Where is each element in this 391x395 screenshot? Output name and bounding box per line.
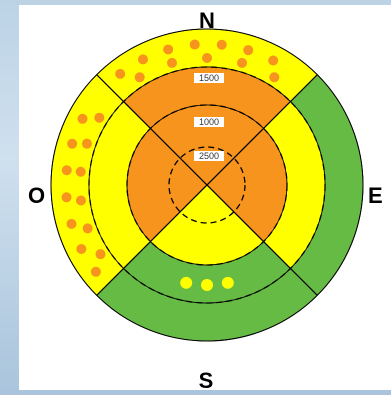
dots-west-dot (61, 192, 72, 203)
dots-north-dot (166, 57, 177, 68)
ring-label-1000: 1000 (194, 117, 224, 127)
dots-south-dot (180, 276, 193, 289)
compass-west-label: O (28, 183, 45, 208)
dots-north-dot (237, 57, 248, 68)
dots-west-dot (76, 244, 87, 255)
compass-east-label: E (368, 183, 383, 208)
dots-south-dot (221, 276, 234, 289)
dots-north-dot (134, 72, 145, 83)
middle-ring-south-dots (180, 276, 234, 291)
dots-north-dot (115, 68, 126, 79)
dots-west-dot (77, 113, 88, 124)
dots-north-dot (163, 44, 174, 55)
dots-west-dot (94, 112, 105, 123)
dots-north-dot (269, 72, 280, 83)
dots-west-dot (95, 249, 106, 260)
outer-ring-west-dots (61, 112, 106, 277)
dots-north-dot (137, 54, 148, 65)
dashed-circle-inner (168, 146, 246, 224)
dots-north-dot (189, 39, 200, 50)
ring-label-1000-text: 1000 (199, 117, 219, 127)
dots-west-dot (67, 138, 78, 149)
compass-south-label: S (199, 368, 214, 393)
dots-south-dot (201, 279, 213, 291)
compass-north-label: N (199, 8, 215, 33)
dots-west-dot (75, 166, 86, 177)
outer-ring-north-dots (115, 39, 280, 83)
dots-north-dot (202, 53, 212, 63)
ring-label-2500: 2500 (194, 151, 224, 161)
dots-west-dot (82, 223, 93, 234)
dots-west-dot (61, 165, 72, 176)
dashed-circle-outer (88, 66, 326, 304)
dots-west-dot (75, 195, 86, 206)
dots-north-dot (268, 55, 279, 66)
dots-west-dot (90, 266, 101, 277)
ring-label-2500-text: 2500 (199, 151, 219, 161)
dots-west-dot (81, 138, 92, 149)
dots-north-dot (216, 39, 227, 50)
diagonal-line-ne-sw (96, 74, 318, 296)
outer-boundary (50, 28, 364, 342)
ring-label-1500-text: 1500 (199, 73, 219, 83)
dashed-circle-middle (126, 104, 288, 266)
dots-north-dot (243, 45, 254, 56)
ring-label-1500: 1500 (194, 73, 224, 83)
dots-west-dot (66, 218, 77, 229)
